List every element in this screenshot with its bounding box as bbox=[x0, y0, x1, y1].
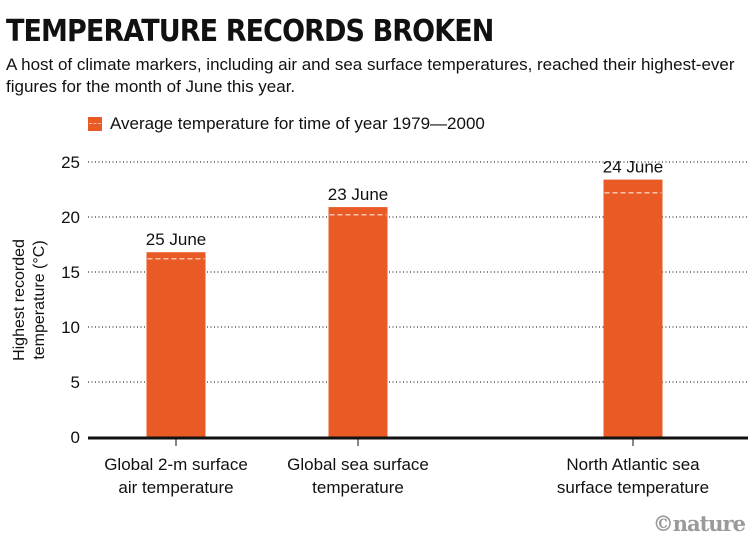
bar bbox=[146, 252, 206, 437]
x-tick-label: Global 2-m surface bbox=[104, 455, 248, 474]
chart-subtitle: A host of climate markers, including air… bbox=[6, 55, 735, 96]
data-label: 23 June bbox=[328, 185, 389, 204]
data-label: 25 June bbox=[146, 230, 207, 249]
bar bbox=[603, 179, 663, 437]
y-tick-label: 0 bbox=[71, 428, 80, 447]
x-tick-label: surface temperature bbox=[557, 478, 709, 497]
x-tick-label: North Atlantic sea bbox=[566, 455, 700, 474]
x-tick-label: air temperature bbox=[118, 478, 233, 497]
chart-title: TEMPERATURE RECORDS BROKEN bbox=[6, 14, 494, 49]
legend-swatch-icon bbox=[88, 117, 102, 131]
x-tick-label: temperature bbox=[312, 478, 404, 497]
data-label: 24 June bbox=[603, 158, 664, 177]
y-tick-label: 25 bbox=[61, 153, 80, 172]
y-tick-label: 20 bbox=[61, 208, 80, 227]
nature-logo: ©nature bbox=[652, 511, 746, 536]
x-tick-label: Global sea surface bbox=[287, 455, 429, 474]
legend-label: Average temperature for time of year 197… bbox=[110, 114, 485, 133]
legend: Average temperature for time of year 197… bbox=[88, 114, 485, 134]
y-tick-label: 10 bbox=[61, 318, 80, 337]
y-tick-label: 5 bbox=[71, 373, 80, 392]
y-tick-label: 15 bbox=[61, 263, 80, 282]
bar bbox=[328, 207, 388, 437]
